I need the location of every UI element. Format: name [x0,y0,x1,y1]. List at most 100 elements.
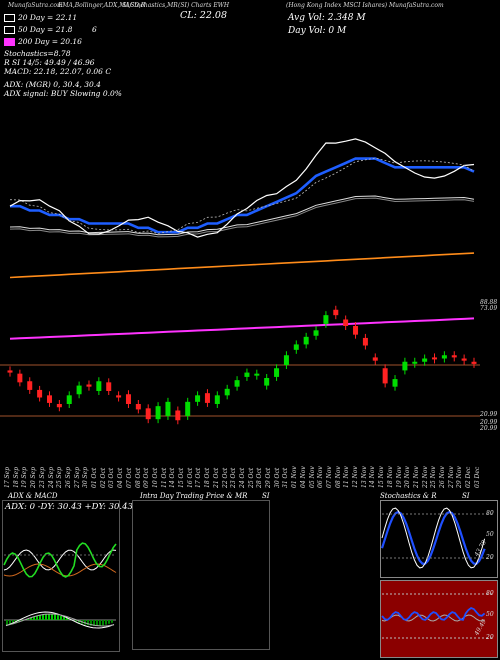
ema50-shadow-line [9,197,475,238]
adx-panel-readout: ADX: 0 -DY: 30.43 +DY: 30.43 [5,502,133,512]
legend-ema20-swatch [4,14,15,22]
date-label: 15 Nov [378,466,386,488]
candle [343,319,349,326]
bollinger-line [9,157,475,234]
candle [165,401,171,416]
date-label: 03 Oct [108,467,116,488]
legend-ema50: 50 Day = 21.8 [4,25,72,34]
adx-readout: ADX: (MGR) 0, 30.4, 30.4 [4,80,101,89]
date-label: 03 Dec [473,466,481,488]
date-label: 27 Nov [447,466,455,488]
stoch-panel-title: Stochastics & R [380,492,437,500]
header-strip: MunafaSutra.com EMA,Bollinger,ADX,MACD,R… [0,2,500,10]
candle [333,309,339,316]
intraday-panel-si: SI [262,492,270,500]
date-label: 24 Sep [47,466,55,488]
date-label: 25 Nov [430,466,438,488]
price-line [9,138,475,238]
candle [56,404,62,408]
intraday-panel-title: Intra Day Trading Price & MR [140,492,248,500]
header-stoch: SI,Stochastics,MR [122,2,178,9]
legend-ema200-swatch [4,38,15,46]
candle [46,395,52,403]
candle [274,368,280,377]
candle [76,385,82,395]
date-label: 17 Sep [4,466,11,488]
date-label: 25 Oct [247,467,255,488]
candle [244,372,250,377]
close-price: CL: 22.08 [180,10,227,21]
legend-ema200: 200 Day = 20.16 [4,37,82,46]
stoch-panel [380,500,498,578]
date-label: 14 Nov [369,466,377,488]
candle [224,388,230,396]
price-chart [0,138,480,425]
candle [471,361,477,364]
candle [323,315,329,324]
date-label: 08 Oct [134,467,142,488]
candle [382,368,388,384]
price-label-top2: 73.09 [480,305,498,312]
date-label: 18 Sep [12,466,20,488]
date-label: 22 Oct [221,467,229,488]
stoch-tick-80: 80 [486,510,494,517]
candle [303,336,309,345]
adx-signal: ADX signal: BUY Slowing 0.0% [4,89,122,98]
legend-ema50-label: 50 Day = 21.8 [18,25,73,34]
candle [214,395,220,404]
header-number: 6 [92,25,97,34]
date-label: 12 Nov [352,466,359,488]
date-label: 14 Oct [169,467,177,488]
candle [402,361,408,371]
header-ticker: (SI) Charts EWH [178,2,230,9]
candle [27,381,33,390]
candle [432,357,438,360]
date-label: 27 Sep [73,466,81,488]
date-label: 15 Oct [178,467,185,488]
candle [313,330,319,336]
candle [362,337,368,346]
date-label: 13 Nov [360,466,368,488]
date-label: 21 Oct [212,467,220,488]
intraday-panel [132,500,270,650]
candle [372,357,378,361]
date-axis: 17 Sep 18 Sep 19 Sep 20 Sep 23 Sep 24 Sep 25 S… [0,430,481,490]
date-label: 21 Nov [412,466,420,488]
candle [135,404,141,410]
date-label: 05 Nov [308,466,316,488]
ema100-line [9,252,475,279]
adx-panel [2,500,120,652]
date-label: 22 Nov [421,466,429,488]
date-label: 23 Oct [230,467,238,488]
candle [106,382,112,391]
candle [155,406,161,420]
stoch-tick-20: 20 [486,554,494,561]
date-label: 11 Nov [343,466,351,488]
candle [234,380,240,387]
date-label: 01 Oct [91,467,98,488]
legend-ema50-swatch [4,26,15,34]
date-label: 17 Oct [195,467,203,488]
candle [461,358,467,361]
rsi-tick-80: 80 [486,590,494,597]
candle [116,395,122,398]
header-indicators: EMA,Bollinger,ADX,MACD,R [58,2,146,9]
candle [37,389,43,398]
date-label: 26 Sep [64,466,72,488]
rsi-readout: R SI 14/5: 49.49 / 46.96 [4,58,95,67]
date-label: 16 Oct [186,467,194,488]
candle [412,361,418,364]
date-label: 30 Sep [82,466,90,488]
header-instrument: (Hong Kong Index MSCI Ishares) MunafaSut… [286,2,444,9]
candle [422,358,428,362]
date-label: 29 Nov [456,466,464,488]
candle [125,394,131,404]
date-label: 09 Oct [143,467,151,488]
date-label: 08 Nov [334,466,342,488]
day-volume: Day Vol: 0 M [288,26,347,36]
candle [392,379,398,387]
date-label: 20 Sep [30,466,38,488]
price-label-top: 88.88 [480,299,498,306]
candle [185,401,191,416]
ema200-line [9,317,475,340]
